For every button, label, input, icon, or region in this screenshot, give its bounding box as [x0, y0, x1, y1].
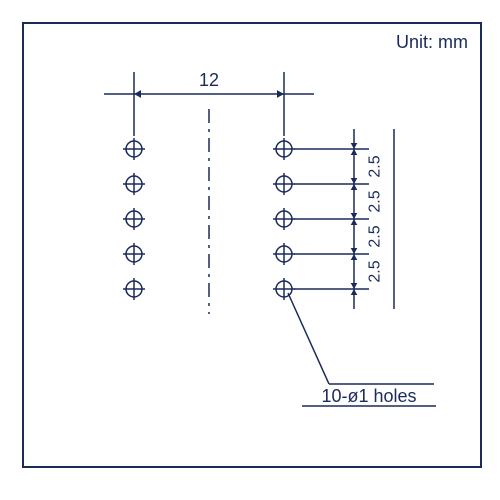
arrowhead — [351, 149, 358, 155]
arrowhead — [351, 248, 358, 254]
dimension-drawing: 12 2.5 2.5 2.5 2.5 10-ø1 holes — [24, 24, 480, 464]
arrowhead — [277, 90, 284, 98]
arrowhead — [351, 289, 358, 295]
dim-h-label: 12 — [199, 70, 219, 90]
arrowhead — [351, 254, 358, 260]
arrowhead — [351, 184, 358, 190]
dim-v-label: 2.5 — [367, 155, 384, 177]
leader-line — [288, 293, 329, 384]
arrowhead — [134, 90, 141, 98]
holes-label: 10-ø1 holes — [321, 386, 416, 406]
canvas: Unit: mm 12 2.5 2.5 2.5 2.5 10-ø1 holes — [0, 0, 500, 500]
drawing-frame: Unit: mm 12 2.5 2.5 2.5 2.5 10-ø1 holes — [22, 22, 482, 468]
dim-v-label: 2.5 — [367, 225, 384, 247]
dim-v-label: 2.5 — [367, 190, 384, 212]
arrowhead — [351, 178, 358, 184]
arrowhead — [351, 143, 358, 149]
arrowhead — [351, 213, 358, 219]
arrowhead — [351, 283, 358, 289]
unit-label: Unit: mm — [396, 32, 468, 53]
dim-v-label: 2.5 — [367, 260, 384, 282]
arrowhead — [351, 219, 358, 225]
